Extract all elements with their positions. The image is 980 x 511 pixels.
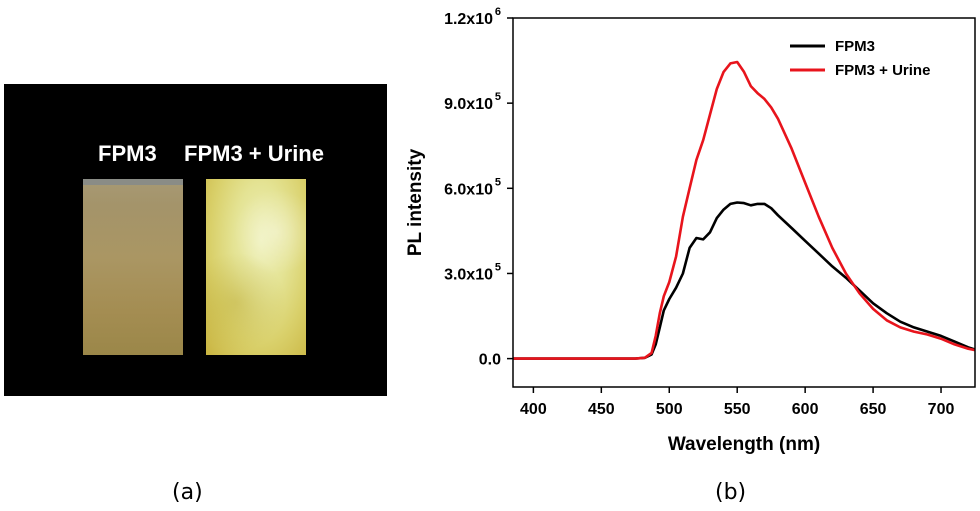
caption-panel-b: (b) <box>715 480 747 505</box>
photo-panel: FPM3 FPM3 + Urine <box>4 84 387 396</box>
y-axis-title: PL intensity <box>405 148 426 256</box>
x-tick-label: 450 <box>588 401 615 418</box>
y-tick-exponent: 6 <box>495 6 501 18</box>
legend: FPM3 FPM3 + Urine <box>790 38 930 79</box>
test-strip-fpm3 <box>83 179 183 355</box>
series-line-fpm3-urine <box>513 60 976 360</box>
y-tick-exponent: 5 <box>495 91 501 103</box>
photo-label-fpm3-urine: FPM3 + Urine <box>184 141 324 166</box>
y-tick-label: 1.2x10 <box>444 11 493 28</box>
photo-label-fpm3: FPM3 <box>98 141 157 166</box>
series-line-fpm3 <box>513 201 976 360</box>
y-tick-exponent: 5 <box>495 176 501 188</box>
x-tick-label: 500 <box>656 401 683 418</box>
x-tick-label: 600 <box>792 401 819 418</box>
caption-panel-a: (a) <box>172 480 203 505</box>
test-strip-fpm3-urine <box>206 179 306 355</box>
legend-label-fpm3: FPM3 <box>835 38 875 55</box>
legend-label-fpm3-urine: FPM3 + Urine <box>835 62 930 79</box>
y-tick-exponent: 5 <box>495 261 501 273</box>
x-axis-title: Wavelength (nm) <box>668 434 820 455</box>
x-tick-label: 550 <box>724 401 751 418</box>
x-tick-label: 700 <box>928 401 955 418</box>
plot-frame <box>512 17 976 388</box>
y-tick-label: 0.0 <box>479 352 501 369</box>
x-tick-label: 400 <box>520 401 547 418</box>
x-tick-label: 650 <box>860 401 887 418</box>
y-tick-label: 6.0x10 <box>444 181 493 198</box>
test-strip-fpm3-top-band <box>83 179 183 185</box>
y-tick-label: 9.0x10 <box>444 96 493 113</box>
y-tick-label: 3.0x10 <box>444 266 493 283</box>
